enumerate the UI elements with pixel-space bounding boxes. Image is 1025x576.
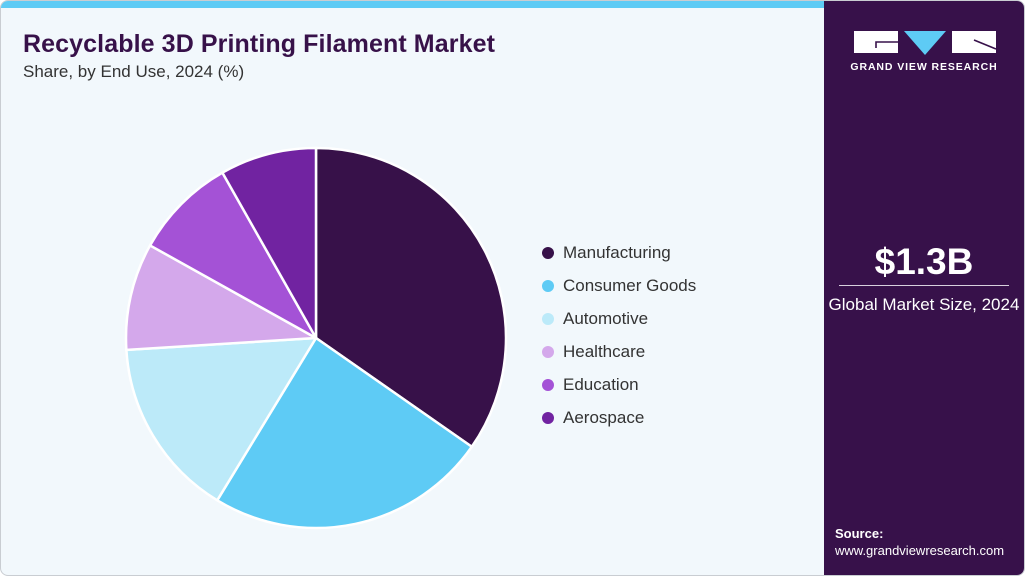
legend-label: Healthcare (563, 341, 646, 361)
legend-label: Automotive (563, 308, 649, 328)
legend-dot-icon (542, 411, 554, 424)
pie-slice-aerospace (221, 146, 318, 340)
legend-item-aerospace: Aerospace (542, 401, 696, 434)
pie-slice-manufacturing (314, 146, 508, 449)
accent-bar (1, 1, 824, 8)
pie-slice-consumer-goods (215, 336, 474, 530)
chart-area: Recyclable 3D Printing Filament Market S… (1, 8, 824, 575)
pie-slice-education (148, 171, 318, 340)
legend-label: Manufacturing (563, 242, 671, 262)
legend-item-automotive: Automotive (542, 302, 696, 335)
pie-slice-healthcare (124, 244, 318, 352)
chart-title: Recyclable 3D Printing Filament Market (23, 30, 496, 58)
grand-view-research-logo-icon (854, 31, 996, 55)
legend-dot-icon (542, 345, 554, 358)
divider (839, 285, 1009, 286)
pie-chart (124, 146, 508, 530)
source-link[interactable]: www.grandviewresearch.com (835, 543, 1005, 558)
legend-label: Aerospace (563, 407, 645, 427)
pie-slice-automotive (125, 336, 318, 502)
legend-dot-icon (542, 312, 554, 325)
legend-dot-icon (542, 246, 554, 259)
market-size-value: $1.3B (874, 241, 974, 282)
brand-name: GRAND VIEW RESEARCH (850, 61, 998, 73)
market-size-label: Global Market Size, 2024 (828, 295, 1020, 314)
legend-dot-icon (542, 378, 554, 391)
legend: Manufacturing Consumer Goods Automotive … (542, 236, 696, 434)
legend-item-manufacturing: Manufacturing (542, 236, 696, 269)
legend-item-healthcare: Healthcare (542, 335, 696, 368)
legend-label: Education (563, 374, 639, 394)
legend-item-consumer-goods: Consumer Goods (542, 269, 696, 302)
source-label: Source: (835, 526, 884, 541)
side-panel: GRAND VIEW RESEARCH $1.3B Global Market … (824, 1, 1024, 575)
chart-subtitle: Share, by End Use, 2024 (%) (23, 62, 245, 81)
legend-item-education: Education (542, 368, 696, 401)
legend-dot-icon (542, 279, 554, 292)
legend-label: Consumer Goods (563, 275, 697, 295)
